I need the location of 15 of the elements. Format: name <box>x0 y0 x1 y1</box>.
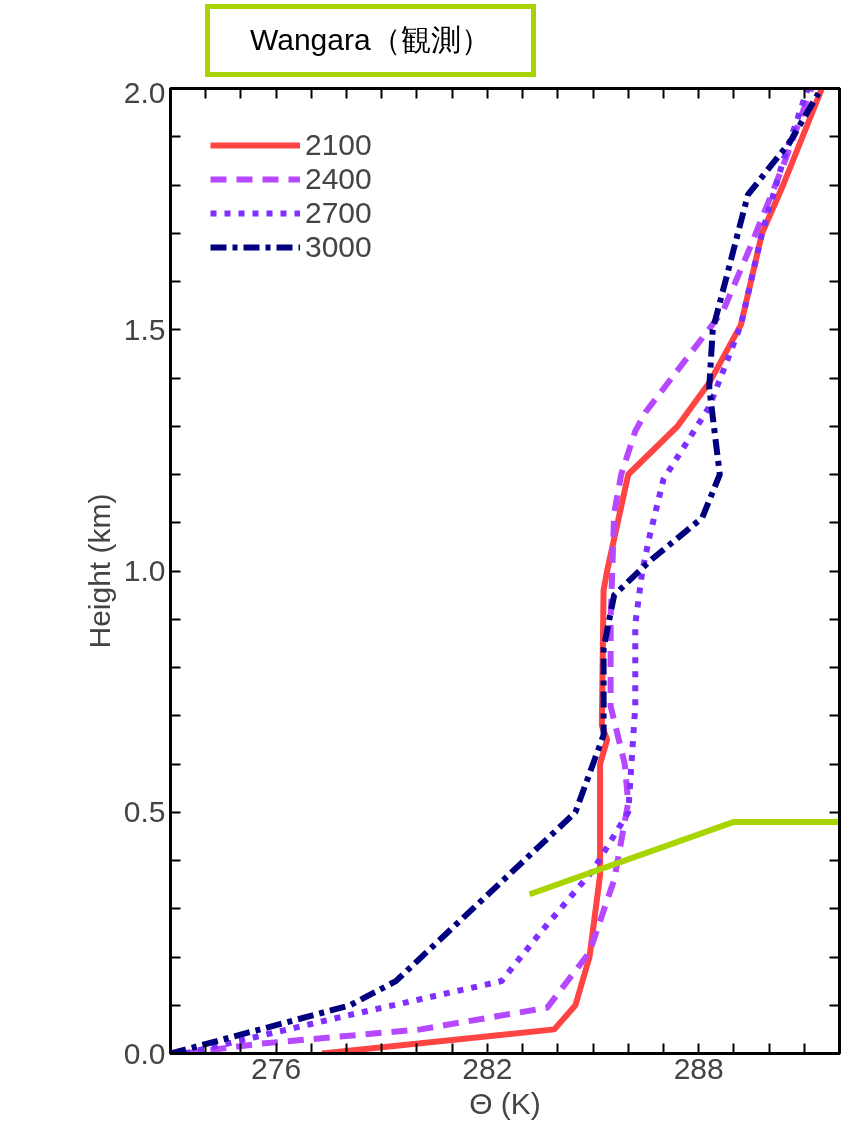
x-tick-label: 288 <box>673 1051 724 1085</box>
legend-label: 2100 <box>305 127 372 162</box>
y-tick-label: 0.0 <box>123 1036 166 1070</box>
y-tick-label: 2.0 <box>123 75 166 109</box>
legend-label: 2700 <box>305 195 372 230</box>
y-axis-title: Height (km) <box>82 493 116 649</box>
legend-label: 2400 <box>305 161 372 196</box>
x-tick-label: 282 <box>462 1051 513 1085</box>
y-tick-label: 0.5 <box>123 795 166 829</box>
chart-title: Wangara（観測） <box>250 22 491 58</box>
x-axis-title: Θ (K) <box>469 1086 541 1120</box>
legend-label: 3000 <box>305 229 372 264</box>
y-tick-label: 1.5 <box>123 312 166 346</box>
y-tick-label: 1.0 <box>123 553 166 587</box>
x-tick-label: 276 <box>251 1051 302 1085</box>
